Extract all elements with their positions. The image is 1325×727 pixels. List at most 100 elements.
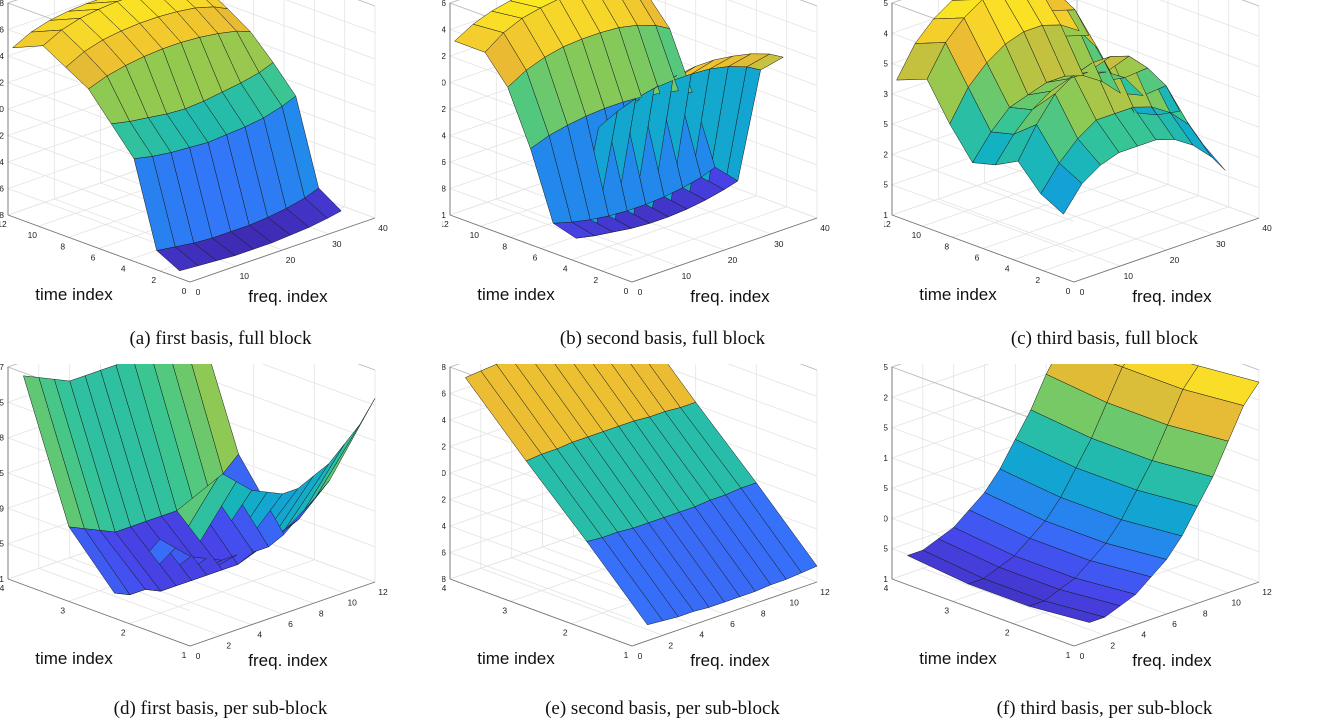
y-tick-label: 2 [1005, 628, 1010, 638]
x-tick-label: 0 [638, 651, 643, 661]
y-axis-label: time index [35, 285, 113, 304]
z-tick-label: 0.15 [884, 423, 888, 433]
y-tick-label: 10 [28, 230, 38, 240]
axis-lines [449, 214, 818, 283]
surface-patch [896, 42, 946, 81]
z-tick-label: 0.25 [884, 119, 888, 129]
surface-patch [648, 364, 696, 408]
caption-f: (f) third basis, per sub-block [996, 698, 1213, 719]
z-tick-label: -0.4 [0, 157, 4, 167]
z-tick-label: 0.4 [0, 51, 4, 61]
z-tick-label: -0.95 [0, 539, 4, 549]
z-tick-label: -0.6 [442, 157, 446, 167]
caption-e: (e) second basis, per sub-block [545, 698, 780, 719]
surface-patch [12, 29, 62, 49]
axis-lines [449, 578, 818, 647]
surface-patch [465, 370, 542, 462]
y-tick-label: 6 [975, 253, 980, 263]
z-tick-label: -0.2 [0, 131, 4, 141]
z-tick-label: -1 [0, 574, 4, 584]
surface [454, 0, 784, 239]
x-tick-label: 6 [730, 619, 735, 629]
surface-plot-d: 0246810121234-1-0.95-0.9-0.85-0.8-0.75-0… [0, 364, 388, 670]
z-tick-label: 0 [442, 78, 446, 88]
z-tick-label: -0.2 [442, 104, 446, 114]
y-axis-label: time index [477, 285, 555, 304]
y-tick-label: 8 [944, 241, 949, 251]
chart-panel-a: 0 10 20 30 40 0 2 4 6 8 10 12-0.8 -0.6 -0.4 -0.2 0 0.2 0.… [0, 0, 441, 363]
z-tick-label: 0.1 [884, 210, 888, 220]
axis-lines [7, 214, 376, 283]
z-tick-label: -0.4 [442, 131, 446, 141]
caption-d: (d) first basis, per sub-block [113, 698, 328, 719]
x-tick-label: 0 [1080, 651, 1085, 661]
x-tick-label: 2 [1110, 640, 1115, 650]
surface [896, 0, 1226, 215]
x-axis-label: freq. index [1132, 651, 1212, 670]
y-tick-label: 1 [624, 650, 629, 660]
x-tick-label: 0 [638, 287, 643, 297]
x-tick-label: 4 [257, 630, 262, 640]
z-tick-label: 0 [442, 468, 446, 478]
surface-plot-a: 0 10 20 30 40 0 2 4 6 8 10 12-0.8 -0.6 -0.4 -0.2 0 0.2 0.… [0, 0, 388, 306]
y-tick-label: 12 [884, 219, 891, 229]
z-tick-label: 0.1 [884, 453, 888, 463]
chart-panel-d: 0246810121234-1-0.95-0.9-0.85-0.8-0.75-0… [0, 364, 441, 727]
y-tick-label: 2 [121, 628, 126, 638]
chart-panel-c: 0 10 20 30 40 0 2 4 6 8 10 120.1 0.15 0.2 0.25 0.3 0.35 0… [884, 0, 1325, 363]
axis-lines [891, 578, 1260, 647]
z-tick-label: 0.2 [0, 78, 4, 88]
chart-panel-f: 0246810121234-0.1-0.0500.050.10.150.20.2… [884, 364, 1325, 727]
surface-plot-f: 0246810121234-0.1-0.0500.050.10.150.20.2… [884, 364, 1272, 670]
z-tick-label: -1 [442, 210, 446, 220]
y-tick-label: 0 [624, 286, 629, 296]
surface [907, 364, 1260, 623]
x-tick-label: 40 [378, 223, 388, 233]
axis-lines [891, 214, 1260, 283]
x-tick-label: 8 [1203, 608, 1208, 618]
x-tick-label: 40 [1262, 223, 1272, 233]
x-axis-label: freq. index [1132, 287, 1212, 306]
x-tick-label: 30 [332, 239, 342, 249]
caption-b: (b) second basis, full block [559, 328, 766, 349]
x-axis-label: freq. index [248, 651, 328, 670]
z-tick-label: 0.4 [442, 415, 446, 425]
x-tick-label: 30 [1216, 239, 1226, 249]
x-axis-label: freq. index [690, 651, 770, 670]
z-tick-label: -0.1 [884, 574, 888, 584]
y-tick-label: 1 [182, 650, 187, 660]
y-axis-label: time index [477, 649, 555, 668]
z-tick-label: 0 [0, 104, 4, 114]
x-tick-label: 4 [1141, 630, 1146, 640]
y-tick-label: 2 [593, 275, 598, 285]
caption-a: (a) first basis, full block [129, 328, 312, 349]
x-axis-label: freq. index [690, 287, 770, 306]
y-tick-label: 4 [563, 264, 568, 274]
x-axis-label: freq. index [248, 287, 328, 306]
surface-patch [283, 444, 345, 533]
y-tick-label: 3 [502, 605, 507, 615]
x-tick-label: 8 [319, 608, 324, 618]
z-tick-label: -0.8 [442, 574, 446, 584]
y-tick-label: 0 [182, 286, 187, 296]
z-tick-label: 0.4 [442, 25, 446, 35]
z-tick-label: -0.8 [0, 210, 4, 220]
z-tick-label: -0.8 [442, 184, 446, 194]
y-tick-label: 6 [91, 253, 96, 263]
z-tick-label: -0.2 [442, 495, 446, 505]
x-tick-label: 0 [196, 287, 201, 297]
surface-patch [164, 0, 196, 12]
y-tick-label: 4 [1005, 264, 1010, 274]
surface-plot-e: 0246810121234-0.8-0.6-0.4-0.200.20.40.60… [442, 364, 830, 670]
z-tick-label: 0.3 [884, 89, 888, 99]
surface-patch [23, 375, 85, 529]
z-tick-label: 0.6 [442, 389, 446, 399]
z-tick-label: -0.4 [442, 521, 446, 531]
z-tick-label: -0.8 [0, 433, 4, 443]
y-tick-label: 0 [1066, 286, 1071, 296]
surface [23, 364, 376, 596]
z-tick-label: 0.2 [884, 149, 888, 159]
x-tick-label: 20 [1170, 255, 1180, 265]
z-tick-label: 0.8 [442, 364, 446, 372]
z-tick-label: -0.75 [0, 397, 4, 407]
